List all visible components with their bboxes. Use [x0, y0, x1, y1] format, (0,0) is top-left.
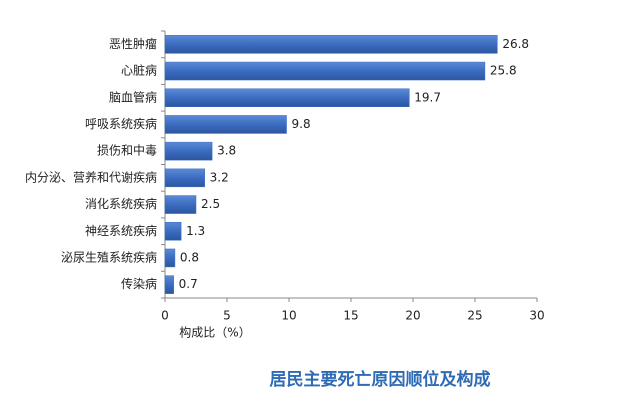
x-tick-label: 10: [281, 309, 296, 323]
y-tick-label: 恶性肿瘤: [109, 36, 157, 51]
value-label: 9.8: [292, 117, 311, 131]
y-tick-label: 内分泌、营养和代谢疾病: [25, 169, 157, 184]
x-tick-label: 30: [529, 309, 544, 323]
y-tick-label: 泌尿生殖系统疾病: [61, 249, 157, 264]
value-label: 25.8: [490, 64, 517, 78]
y-tick-label: 消化系统疾病: [85, 196, 157, 211]
bar: [164, 195, 197, 214]
y-tick-label: 神经系统疾病: [85, 223, 157, 238]
x-tick-label: 5: [223, 309, 231, 323]
value-label: 19.7: [414, 90, 441, 104]
y-tick-label: 传染病: [121, 276, 157, 291]
y-tick-label: 呼吸系统疾病: [85, 116, 157, 131]
value-label: 0.8: [180, 250, 199, 264]
x-tick-label: 25: [467, 309, 482, 323]
value-label: 3.2: [210, 170, 229, 184]
bar: [164, 275, 174, 294]
value-label: 1.3: [186, 224, 205, 238]
bar: [164, 61, 486, 81]
value-label: 2.5: [201, 197, 220, 211]
x-tick-label: 20: [405, 309, 420, 323]
bar: [164, 222, 182, 241]
y-tick-label: 心脏病: [121, 63, 157, 78]
x-axis-label: 构成比（%）: [179, 325, 250, 340]
bar: [164, 141, 213, 161]
value-label: 3.8: [217, 144, 236, 158]
y-tick-label: 损伤和中毒: [97, 143, 157, 158]
x-tick-label: 0: [161, 309, 169, 323]
chart-title: 居民主要死亡原因顺位及构成: [270, 369, 491, 390]
bar: [164, 115, 287, 134]
value-label: 0.7: [179, 277, 198, 291]
bar: [164, 248, 176, 268]
bar: [164, 168, 205, 188]
x-tick-label: 15: [343, 309, 358, 323]
bar: [164, 88, 410, 107]
bar: [164, 35, 498, 54]
y-tick-label: 脑血管病: [109, 89, 157, 104]
value-label: 26.8: [502, 37, 529, 51]
